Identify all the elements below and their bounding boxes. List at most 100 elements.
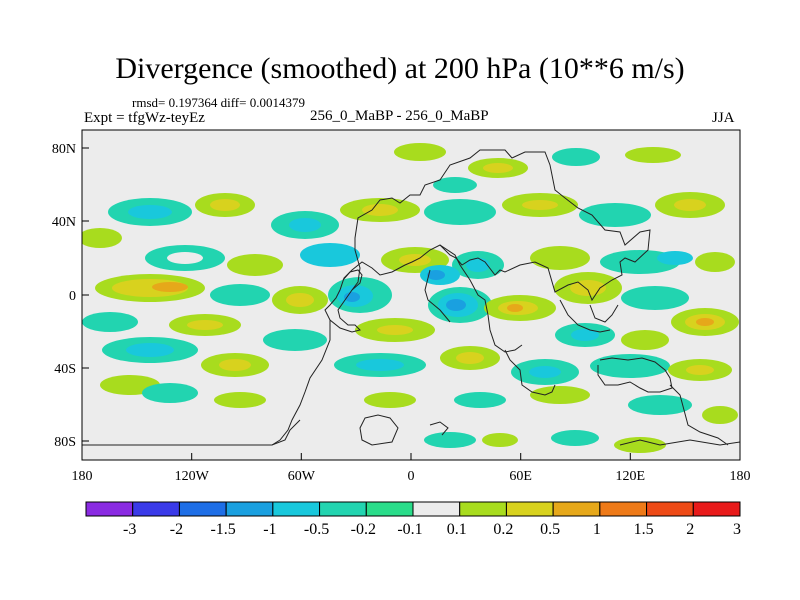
contour-blob bbox=[263, 329, 327, 351]
contour-blob bbox=[522, 200, 558, 210]
colorbar-label: 0.2 bbox=[493, 521, 513, 538]
contour-blob bbox=[530, 386, 590, 404]
y-tick-label: 40N bbox=[52, 215, 76, 230]
plot-title: Divergence (smoothed) at 200 hPa (10**6 … bbox=[115, 52, 685, 85]
colorbar-label: 0.1 bbox=[447, 521, 467, 538]
tick-marks bbox=[81, 147, 741, 460]
contour-blob bbox=[152, 282, 188, 292]
contour-blob bbox=[482, 433, 518, 447]
contour-blob bbox=[454, 392, 506, 408]
case-label: 256_0_MaBP - 256_0_MaBP bbox=[310, 108, 489, 124]
y-tick-label: 80N bbox=[52, 142, 76, 157]
contour-blob bbox=[227, 254, 283, 276]
contour-blob bbox=[424, 432, 476, 448]
colorbar-swatch bbox=[459, 501, 507, 517]
contour-blob bbox=[696, 318, 714, 326]
colorbar-swatch bbox=[599, 501, 648, 517]
contour-blob bbox=[362, 204, 398, 216]
colorbar-label: -0.1 bbox=[397, 521, 422, 538]
contour-blob bbox=[695, 252, 735, 272]
contour-blob bbox=[507, 304, 523, 312]
colorbar-label: -1.5 bbox=[210, 521, 235, 538]
colorbar-label: -0.2 bbox=[351, 521, 376, 538]
contour-blob bbox=[433, 177, 477, 193]
colorbar-swatch bbox=[272, 501, 321, 517]
colorbar-swatch bbox=[692, 501, 741, 517]
contour-blob bbox=[300, 243, 360, 267]
contour-blob bbox=[82, 312, 138, 332]
contour-blob bbox=[456, 352, 484, 364]
colorbar-swatch bbox=[319, 501, 367, 517]
colorbar-label: -2 bbox=[170, 521, 183, 538]
contour-blob bbox=[702, 406, 738, 424]
colorbar-label: 1.5 bbox=[634, 521, 654, 538]
contour-blob bbox=[364, 392, 416, 408]
contour-blob bbox=[344, 292, 360, 302]
contour-blob bbox=[377, 325, 413, 335]
contour-blob bbox=[128, 205, 172, 219]
contour-blob bbox=[590, 354, 670, 378]
contour-blob bbox=[529, 366, 561, 378]
colorbar-label: 0.5 bbox=[540, 521, 560, 538]
contour-blob bbox=[214, 392, 266, 408]
colorbar-swatch bbox=[178, 501, 227, 517]
contour-blob bbox=[142, 383, 198, 403]
contour-blob bbox=[551, 430, 599, 446]
colorbar-swatch bbox=[132, 501, 180, 517]
contour-blob bbox=[552, 148, 600, 166]
contour-blob bbox=[394, 143, 446, 161]
contour-blob bbox=[126, 343, 174, 357]
contour-blob bbox=[167, 252, 203, 264]
contour-blob bbox=[446, 299, 466, 311]
contour-blob bbox=[427, 270, 445, 280]
contour-blob bbox=[674, 199, 706, 211]
y-tick-label: 40S bbox=[54, 362, 76, 377]
stats-text: rmsd= 0.197364 diff= 0.0014379 bbox=[132, 95, 305, 110]
contour-blob bbox=[219, 359, 251, 371]
colorbar-swatch bbox=[552, 501, 601, 517]
experiment-label: Expt = tfgWz-teyEz bbox=[84, 110, 205, 126]
contour-blob bbox=[628, 395, 692, 415]
contour-field bbox=[82, 143, 739, 453]
y-axis: 80N 40N 0 40S 80S bbox=[52, 142, 76, 450]
x-axis: 180 120W 60W 0 60E 120E 180 bbox=[72, 469, 751, 484]
colorbar-swatch bbox=[365, 501, 414, 517]
colorbar-swatch bbox=[225, 501, 274, 517]
colorbar-label: 2 bbox=[686, 521, 694, 538]
colorbar-label: -1 bbox=[263, 521, 276, 538]
colorbar-label: -0.5 bbox=[304, 521, 329, 538]
contour-blob bbox=[571, 329, 599, 341]
x-tick-label: 180 bbox=[72, 469, 93, 484]
contour-blob bbox=[657, 251, 693, 265]
contour-blob bbox=[614, 437, 666, 453]
contour-blob bbox=[530, 246, 590, 270]
contour-blob bbox=[356, 359, 404, 371]
season-label: JJA bbox=[712, 110, 735, 126]
colorbar-label: -3 bbox=[123, 521, 136, 538]
x-tick-label: 120W bbox=[175, 469, 210, 484]
colorbar-label: 3 bbox=[733, 521, 741, 538]
x-tick-label: 0 bbox=[408, 469, 415, 484]
colorbar-swatch bbox=[412, 501, 461, 517]
contour-blob bbox=[621, 286, 689, 310]
colorbar-swatch bbox=[646, 501, 694, 517]
x-tick-label: 180 bbox=[730, 469, 751, 484]
colorbar-swatch bbox=[85, 501, 134, 517]
colorbar-label: 1 bbox=[593, 521, 601, 538]
contour-blob bbox=[483, 163, 513, 173]
contour-blob bbox=[187, 320, 223, 330]
colorbar-swatch bbox=[505, 501, 554, 517]
contour-blob bbox=[686, 365, 714, 375]
contour-blob bbox=[82, 228, 122, 248]
x-tick-label: 60W bbox=[288, 469, 316, 484]
contour-blob bbox=[424, 199, 496, 225]
contour-blob bbox=[210, 284, 270, 306]
x-tick-label: 120E bbox=[616, 469, 646, 484]
y-tick-label: 0 bbox=[69, 289, 76, 304]
y-tick-label: 80S bbox=[54, 435, 76, 450]
contour-blob bbox=[579, 203, 651, 227]
contour-blob bbox=[286, 293, 314, 307]
contour-blob bbox=[210, 199, 240, 211]
contour-blob bbox=[625, 147, 681, 163]
